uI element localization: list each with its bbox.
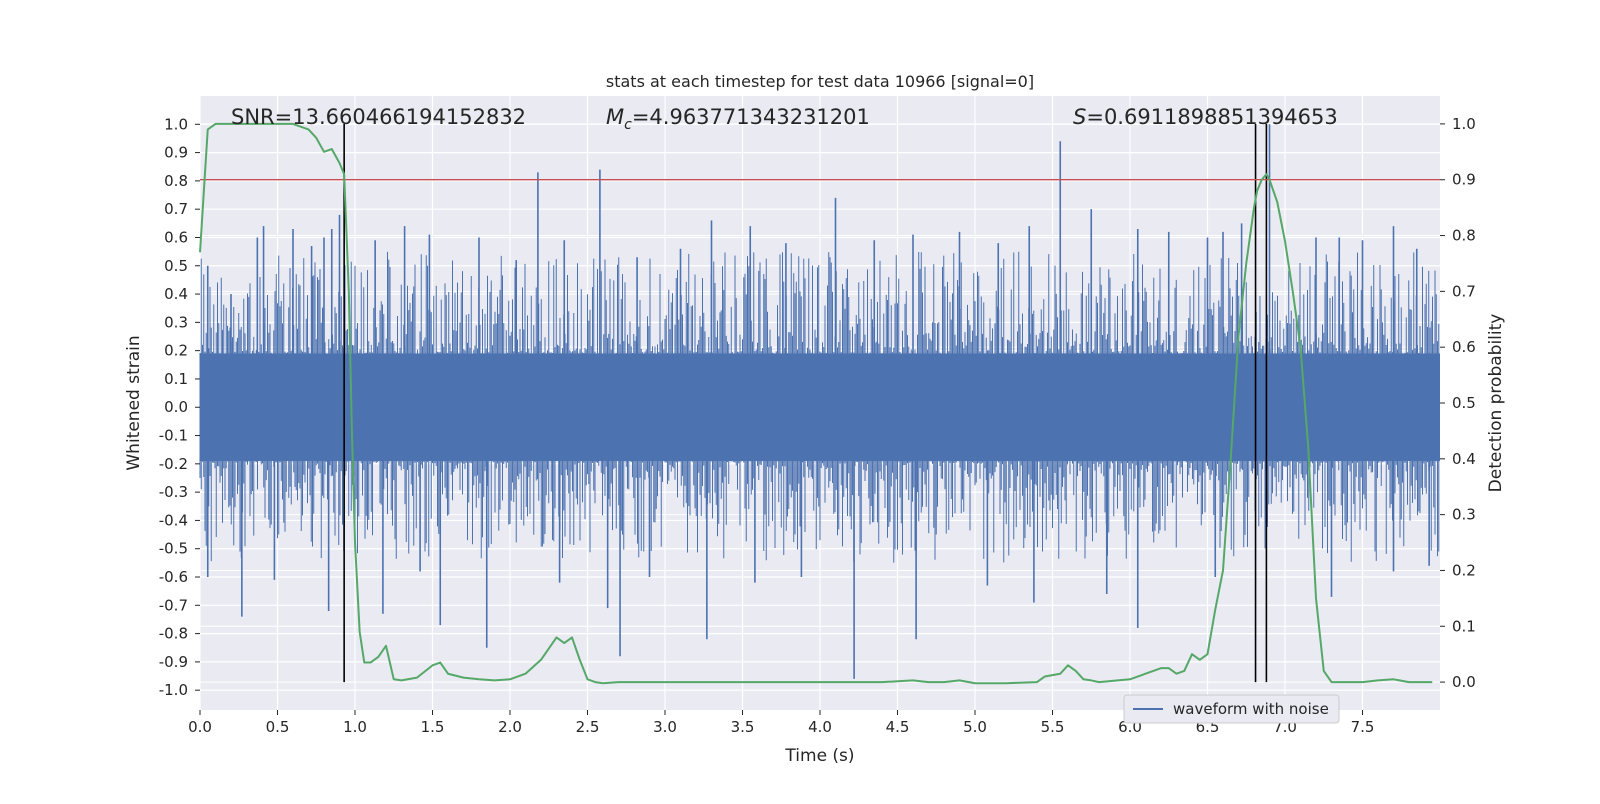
vertical-markers [343,123,1268,683]
chirp-mass-symbol: M [606,105,624,129]
y-tick-label-left: 0.0 [164,398,188,416]
y-tick-label-left: -0.2 [159,455,188,473]
snr-annotation: SNR=13.660466194152832 [231,105,526,129]
y-tick-label-right: 0.8 [1452,227,1476,245]
x-tick-label: 3.0 [653,718,677,736]
y-tick-label-left: -0.4 [159,511,188,529]
y-tick-label-right: 0.4 [1452,450,1476,468]
y-tick-label-right: 0.2 [1452,561,1476,579]
x-tick-label: 0.0 [188,718,212,736]
x-tick-label: 2.0 [498,718,522,736]
y-tick-label-left: 0.7 [164,200,188,218]
x-tick-label: 3.5 [731,718,755,736]
x-tick-label: 2.5 [576,718,600,736]
probability-line [199,122,1433,685]
legend: waveform with noise [1123,694,1340,724]
y-tick-label-right: 0.0 [1452,673,1476,691]
ticks: 0.0 0.5 1.0 1.5 2.0 2.5 3.0 3.5 4.0 4.5 5.0 5.5 6.0 6… [159,115,1476,736]
y-tick-label-left: 0.2 [164,342,188,360]
y-tick-label-right: 0.6 [1452,338,1476,356]
s-annotation: S=0.6911898851394653 [1073,105,1338,129]
legend-label: waveform with noise [1173,700,1329,718]
y-tick-label-left: -0.1 [159,427,188,445]
y-tick-label-right: 0.7 [1452,282,1476,300]
x-tick-label: 0.5 [266,718,290,736]
x-tick-label: 4.5 [886,718,910,736]
chirp-mass-value: =4.963771343231201 [632,105,870,129]
y-tick-label-left: 0.5 [164,257,188,275]
y-axis-label-right: Detection probability [1486,314,1506,493]
probability-series [199,122,1433,685]
x-tick-label: 5.0 [963,718,987,736]
chart-title: stats at each timestep for test data 109… [606,72,1034,91]
y-tick-label-right: 0.9 [1452,171,1476,189]
y-tick-label-left: 1.0 [164,115,188,133]
y-tick-label-right: 0.3 [1452,506,1476,524]
y-tick-label-left: 0.3 [164,313,188,331]
legend-box [1123,694,1340,724]
y-tick-label-left: -1.0 [159,681,188,699]
y-tick-label-left: -0.9 [159,653,188,671]
y-tick-label-left: -0.8 [159,625,188,643]
x-axis-label: Time (s) [784,746,854,766]
x-tick-label: 7.5 [1351,718,1375,736]
x-tick-label: 4.0 [808,718,832,736]
s-symbol: S [1073,105,1086,129]
y-tick-label-left: -0.5 [159,540,188,558]
x-tick-label: 5.5 [1041,718,1065,736]
y-tick-label-left: 0.6 [164,228,188,246]
chirp-mass-subscript: c [624,117,632,133]
y-tick-label-left: -0.7 [159,596,188,614]
y-tick-label-right: 0.1 [1452,617,1476,635]
y-tick-label-left: 0.8 [164,172,188,190]
y-tick-label-left: -0.3 [159,483,188,501]
s-value: =0.6911898851394653 [1086,105,1337,129]
x-tick-label: 1.5 [421,718,445,736]
y-axis-label-left: Whitened strain [124,335,144,470]
x-tick-label: 1.0 [343,718,367,736]
y-tick-label-left: 0.9 [164,144,188,162]
y-tick-label-left: 0.4 [164,285,188,303]
y-tick-label-left: 0.1 [164,370,188,388]
y-tick-label-left: -0.6 [159,568,188,586]
y-tick-label-right: 1.0 [1452,115,1476,133]
y-tick-label-right: 0.5 [1452,394,1476,412]
chirp-mass-annotation: Mc=4.963771343231201 [606,105,870,133]
